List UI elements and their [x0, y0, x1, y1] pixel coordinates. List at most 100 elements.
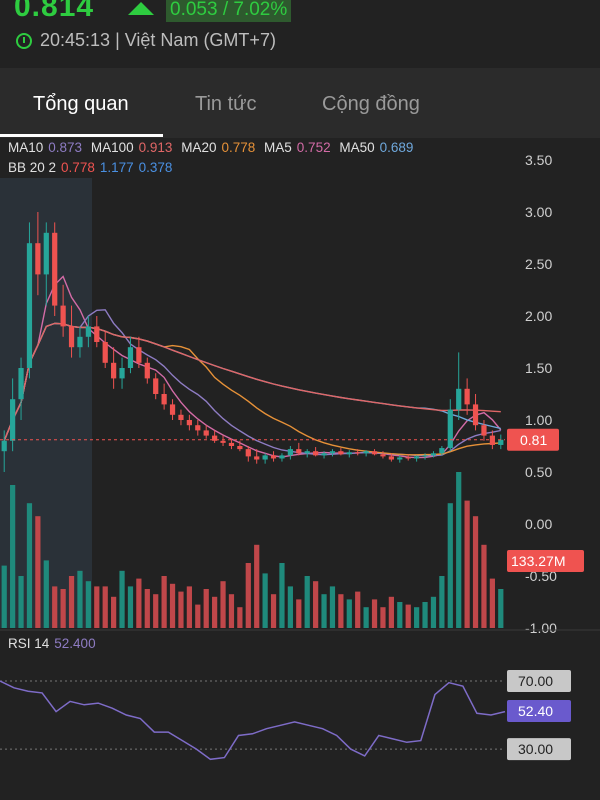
candle-body[interactable]: [1, 440, 7, 452]
candle-body[interactable]: [371, 451, 378, 455]
candle-body[interactable]: [35, 243, 41, 275]
candle-body[interactable]: [363, 451, 369, 454]
volume-bar: [313, 581, 319, 628]
volume-bar: [85, 581, 91, 628]
volume-bar: [68, 576, 75, 628]
candle-body[interactable]: [68, 326, 75, 348]
volume-bar: [245, 563, 251, 628]
price-axis-label: 3.00: [525, 204, 552, 220]
ma10-label: MA10: [8, 140, 44, 155]
candle-body[interactable]: [489, 435, 495, 445]
candle-body[interactable]: [153, 378, 159, 394]
volume-bar: [363, 607, 369, 628]
candle-body[interactable]: [296, 449, 302, 454]
candle-body[interactable]: [346, 452, 352, 455]
candle-body[interactable]: [262, 455, 268, 460]
candle-body[interactable]: [178, 414, 184, 420]
candle-body[interactable]: [186, 420, 192, 426]
candle-body[interactable]: [270, 455, 277, 459]
candle-body[interactable]: [43, 232, 49, 275]
candle-body[interactable]: [338, 451, 344, 455]
candle-body[interactable]: [212, 435, 218, 441]
candle-body[interactable]: [321, 453, 327, 456]
rsi-70-badge: [507, 670, 571, 693]
candle-body[interactable]: [481, 425, 487, 436]
ma50-value: 0.689: [379, 140, 414, 155]
quote-header: 0.814 0.053 / 7.02% 20:45:13 | Việt Nam …: [0, 0, 600, 68]
candle-body[interactable]: [10, 399, 16, 441]
tab-community[interactable]: Cộng đồng: [322, 93, 420, 115]
candle-body[interactable]: [85, 326, 91, 337]
candle-body[interactable]: [447, 409, 453, 449]
volume-bar: [212, 596, 218, 628]
ma20-value: 0.778: [221, 140, 256, 155]
candle-body[interactable]: [102, 342, 108, 363]
bb-upper: 0.778: [61, 160, 95, 175]
candle-body[interactable]: [245, 449, 251, 457]
candle-body[interactable]: [144, 362, 150, 379]
rsi-label: RSI 14: [8, 636, 50, 651]
candle-body[interactable]: [161, 394, 167, 405]
candle-body[interactable]: [414, 456, 420, 459]
volume-bar: [26, 503, 33, 628]
candle-body[interactable]: [60, 305, 66, 327]
candle-body[interactable]: [94, 326, 100, 342]
bb-legend: BB 20 2 0.778 1.177 0.378: [8, 160, 177, 175]
candle-body[interactable]: [304, 451, 310, 454]
candle-body[interactable]: [388, 456, 394, 460]
candle-body[interactable]: [136, 347, 142, 363]
candle-body[interactable]: [329, 451, 336, 454]
volume-bar: [262, 573, 268, 628]
candle-body[interactable]: [77, 336, 83, 348]
volume-bar: [388, 596, 394, 628]
candle-body[interactable]: [287, 449, 293, 456]
volume-bar: [136, 578, 142, 628]
candle-body[interactable]: [439, 448, 445, 454]
candle-body[interactable]: [456, 388, 462, 410]
volume-bar: [43, 560, 49, 628]
market-time-text: 20:45:13 | Việt Nam (GMT+7): [40, 30, 276, 50]
candle-body[interactable]: [397, 457, 403, 460]
candle-body[interactable]: [18, 368, 24, 400]
candle-body[interactable]: [380, 454, 386, 457]
candle-body[interactable]: [279, 455, 285, 459]
candle-body[interactable]: [405, 457, 411, 459]
rsi-value-badge: [507, 699, 571, 722]
candle-body[interactable]: [220, 440, 226, 443]
candle-body[interactable]: [26, 243, 33, 368]
volume-bar: [127, 586, 134, 628]
candle-body[interactable]: [52, 232, 58, 306]
tab-overview[interactable]: Tổng quan: [33, 93, 129, 115]
tab-news[interactable]: Tin tức: [195, 93, 257, 115]
candle-body[interactable]: [203, 430, 209, 436]
candle-body[interactable]: [498, 439, 504, 445]
candle-body[interactable]: [237, 446, 243, 450]
volume-bar: [203, 589, 209, 628]
candle-body[interactable]: [119, 368, 125, 379]
candle-body[interactable]: [472, 404, 479, 426]
candle-body[interactable]: [430, 453, 437, 456]
candle-body[interactable]: [195, 425, 201, 431]
volume-bar: [338, 594, 344, 628]
candle-body[interactable]: [464, 388, 470, 405]
ma5-label: MA5: [264, 140, 292, 155]
candle-body[interactable]: [313, 451, 319, 456]
volume-bar: [237, 607, 243, 628]
volume-bar: [35, 516, 41, 628]
candle-body[interactable]: [169, 404, 176, 415]
candle-body[interactable]: [228, 442, 235, 446]
candle-body[interactable]: [111, 362, 117, 379]
candle-body[interactable]: [355, 452, 361, 454]
volume-bar: [287, 586, 293, 628]
volume-bar: [52, 586, 58, 628]
candle-body[interactable]: [422, 455, 428, 457]
price-chart[interactable]: 3.503.002.502.001.501.000.500.00-0.50-1.…: [0, 138, 600, 800]
ma100-value: 0.913: [138, 140, 173, 155]
bb-middle: 1.177: [99, 160, 134, 175]
volume-bar: [254, 544, 260, 628]
candle-body[interactable]: [127, 347, 134, 368]
volume-bar: [489, 578, 495, 628]
chart-area[interactable]: 3.50 3.00 2.50 2.00 1.50 1.00 0.50 0.00 -0.50 -1.…: [0, 138, 600, 800]
candle-body[interactable]: [254, 456, 260, 460]
volume-bar: [186, 586, 192, 628]
